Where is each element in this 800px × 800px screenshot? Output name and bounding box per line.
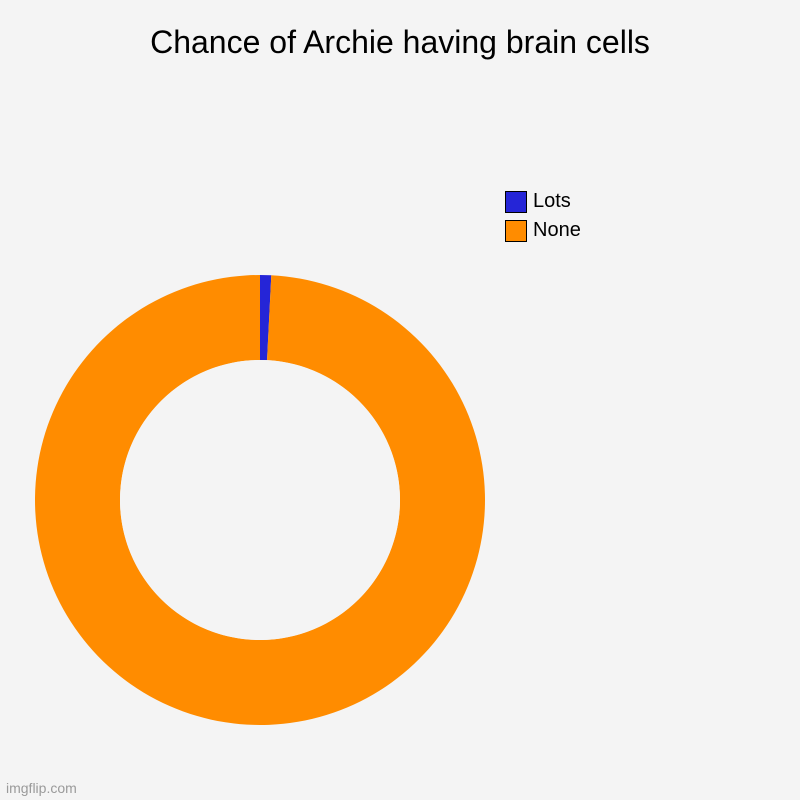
legend: Lots None xyxy=(505,190,581,248)
legend-label-none: None xyxy=(533,219,581,242)
legend-label-lots: Lots xyxy=(533,190,571,213)
legend-item-lots: Lots xyxy=(505,190,581,213)
chart-title: Chance of Archie having brain cells xyxy=(0,24,800,61)
donut-hole xyxy=(120,360,400,640)
legend-swatch-lots xyxy=(505,191,527,213)
legend-swatch-none xyxy=(505,220,527,242)
watermark: imgflip.com xyxy=(6,780,77,796)
legend-item-none: None xyxy=(505,219,581,242)
donut-chart xyxy=(35,275,485,725)
